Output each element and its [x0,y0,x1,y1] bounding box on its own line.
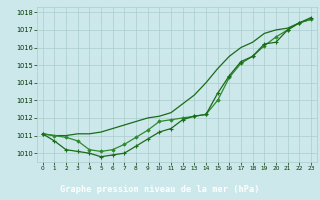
Text: Graphe pression niveau de la mer (hPa): Graphe pression niveau de la mer (hPa) [60,185,260,194]
